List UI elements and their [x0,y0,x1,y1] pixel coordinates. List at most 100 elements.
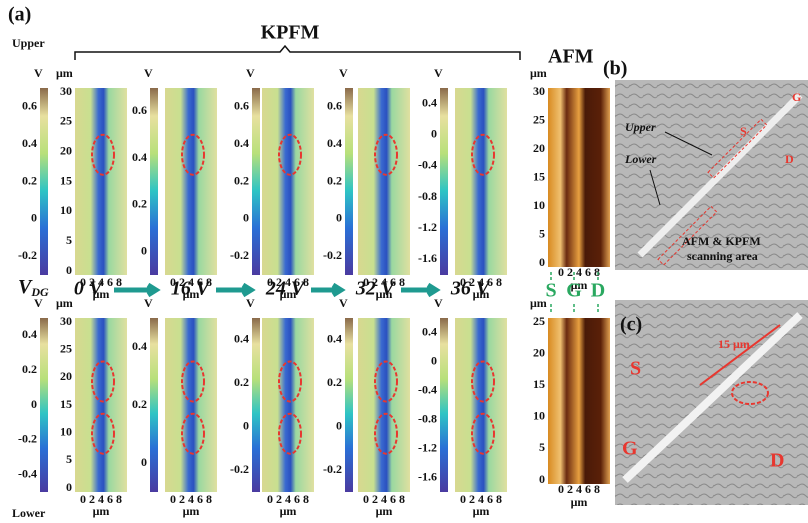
x-unit: μm [93,287,110,301]
arrow [649,131,713,206]
row-label: Upper [12,36,45,50]
colorbar-tick: 0 [431,127,437,141]
electrode: D [770,450,784,472]
colorbar-tick: 0 [431,353,437,367]
arrow [114,282,161,298]
y-tick: 10 [60,424,72,438]
colorbar-tick: 0 [141,455,147,469]
afm-image [548,318,610,484]
colorbar-unit: V [144,296,153,310]
x-unit: μm [473,504,490,518]
kpfm-image [262,88,314,275]
colorbar-tick: 0 [336,419,342,433]
colorbar-tick: -0.2 [230,248,249,262]
colorbar [440,318,448,492]
colorbar-tick: 0.4 [22,136,37,150]
y-tick: 25 [60,114,72,128]
vdg-main: V [18,276,33,298]
gate-voltage: 32 V [355,278,396,300]
y-tick: 15 [60,397,72,411]
y-tick: 25 [60,341,72,355]
kpfm-image [358,318,410,492]
highlight [181,133,205,176]
x-ticks: 0 2 4 6 8 [170,275,212,289]
electrode: D [785,152,794,166]
kpfm-image [75,318,127,492]
x-ticks: 0 2 4 6 8 [363,275,405,289]
label: scanning area [687,249,758,263]
y-unit: μm [56,66,73,80]
kpfm-image [165,318,217,492]
y-tick: 30 [60,314,72,328]
gate-voltage: 16 V [171,278,211,300]
afm-tick: 20 [533,141,545,155]
afm-tick: 10 [533,409,545,423]
scale-bar [699,324,781,386]
afm-tick: 5 [539,440,545,454]
colorbar-tick: 0 [141,243,147,257]
electrode: S [545,280,556,302]
x-ticks: 0 2 4 6 8 [80,275,122,289]
colorbar-tick: 0.2 [234,375,249,389]
colorbar-tick: -0.2 [18,432,37,446]
sem-image [615,80,808,270]
electrode: S [740,124,747,138]
afm-tick: 0 [539,472,545,486]
x-unit: μm [183,287,200,301]
kpfm-image [455,318,507,492]
x-ticks: 0 2 4 6 8 [363,492,405,506]
colorbar-tick: 0.2 [132,397,147,411]
electrode: G [622,438,638,460]
y-tick: 5 [66,452,72,466]
colorbar-tick: 0 [243,419,249,433]
colorbar-tick: 0 [336,211,342,225]
x-unit: μm [473,287,490,301]
afm-tick: 15 [533,169,545,183]
colorbar-tick: -1.2 [418,440,437,454]
x-ticks: 0 2 4 6 8 [460,275,502,289]
highlight [278,360,302,403]
colorbar-tick: 0.2 [132,197,147,211]
highlight [91,412,115,455]
electrode: G [566,280,582,302]
panel-label: (b) [603,58,627,80]
colorbar-tick: -0.2 [230,462,249,476]
highlight [91,360,115,403]
colorbar-tick: -0.8 [418,411,437,425]
colorbar-unit: V [34,296,43,310]
highlight [91,133,115,176]
colorbar-tick: -0.4 [418,382,437,396]
afm-tick: 20 [533,345,545,359]
colorbar-tick: 0.4 [22,327,37,341]
colorbar-tick: 0.2 [22,173,37,187]
colorbar-unit: V [144,66,153,80]
highlight [471,360,495,403]
label: Lower [624,152,657,166]
afm-tick: 25 [533,314,545,328]
colorbar-unit: V [434,296,443,310]
colorbar-tick: -1.6 [418,251,437,265]
panel-label: (a) [8,4,31,26]
kpfm-image [358,88,410,275]
colorbar-tick: 0.4 [132,150,147,164]
x-unit: μm [376,287,393,301]
colorbar [150,318,158,492]
arrow [401,282,441,298]
highlight [374,360,398,403]
colorbar-tick: 0.4 [132,339,147,353]
afm-unit: μm [530,296,547,310]
afm-image [548,88,610,267]
electrode: S [630,358,641,380]
colorbar-unit: V [339,66,348,80]
afm-tick: 25 [533,112,545,126]
colorbar-tick: 0.6 [234,98,249,112]
colorbar-tick: -0.8 [418,189,437,203]
colorbar-tick: 0.6 [22,98,37,112]
highlight [278,133,302,176]
gate-voltage: 36 V [450,278,491,300]
colorbar-tick: 0.4 [422,95,437,109]
gate-voltage: 0 V [74,278,104,300]
afm-tick: 10 [533,198,545,212]
colorbar-unit: V [339,296,348,310]
